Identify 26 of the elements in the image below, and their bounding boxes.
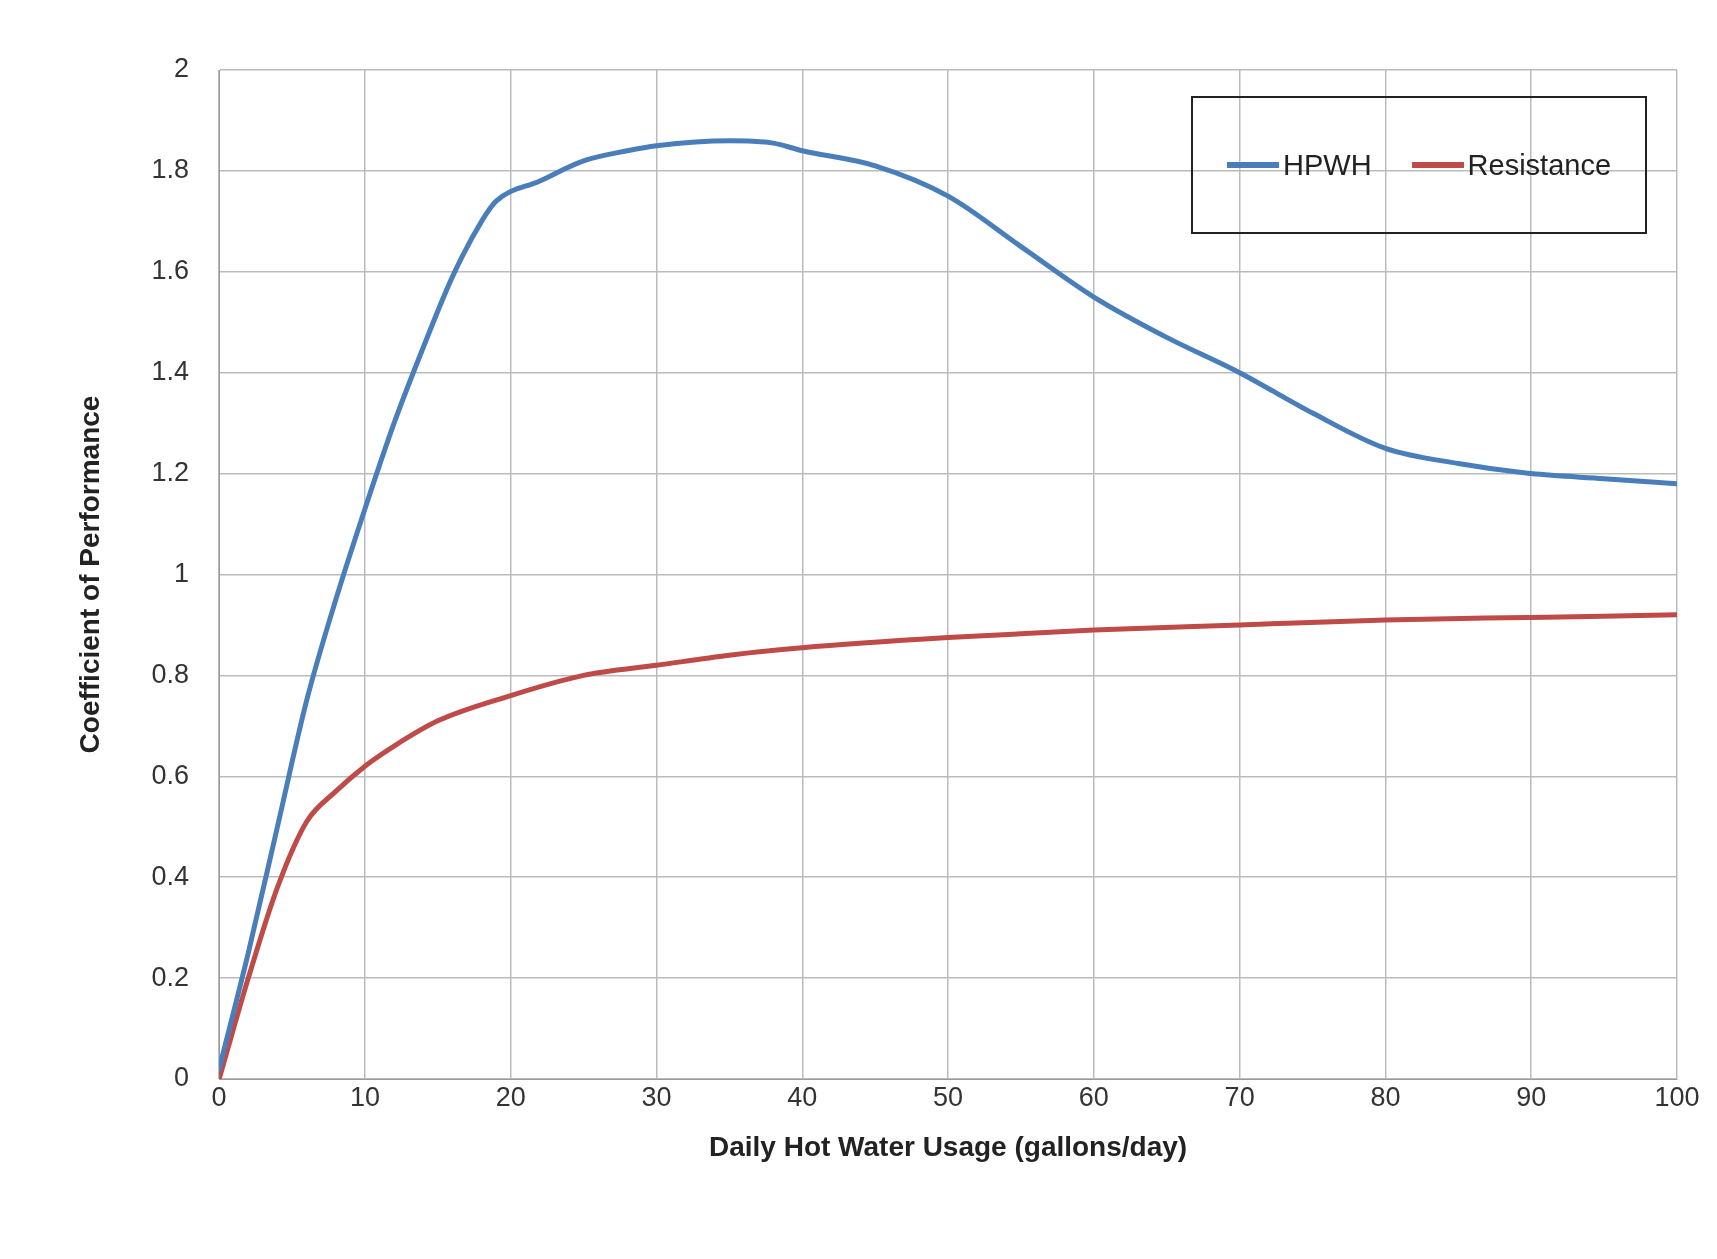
x-tick-label: 0 [211, 1081, 227, 1112]
x-tick-label: 90 [1516, 1081, 1547, 1112]
x-axis-title: Daily Hot Water Usage (gallons/day) [708, 1130, 1188, 1162]
x-tick-label: 40 [787, 1081, 818, 1112]
y-tick-label: 1 [174, 557, 190, 588]
legend-label: Resistance [1467, 148, 1612, 182]
y-tick-label: 0.4 [151, 860, 190, 891]
x-tick-label: 30 [641, 1081, 672, 1112]
y-tick-label: 2 [174, 53, 190, 84]
x-tick-label: 100 [1654, 1081, 1700, 1112]
x-tick-label: 70 [1224, 1081, 1255, 1112]
x-tick-label: 50 [933, 1081, 964, 1112]
y-tick-label: 1.6 [151, 255, 190, 286]
y-tick-label: 0.2 [151, 961, 190, 992]
y-tick-label: 1.2 [151, 457, 190, 488]
x-tick-label: 20 [495, 1081, 526, 1112]
y-tick-label: 1.4 [151, 356, 190, 387]
y-tick-label: 0.6 [151, 759, 190, 790]
y-axis-title: Coefficient of Performance [73, 395, 105, 754]
y-tick-label: 0 [174, 1062, 190, 1093]
x-tick-label: 10 [349, 1081, 380, 1112]
x-tick-label: 60 [1078, 1081, 1109, 1112]
x-tick-label: 80 [1370, 1081, 1401, 1112]
legend-label: HPWH [1283, 148, 1372, 182]
y-tick-label: 0.8 [151, 658, 190, 689]
y-tick-label: 1.8 [151, 154, 190, 185]
